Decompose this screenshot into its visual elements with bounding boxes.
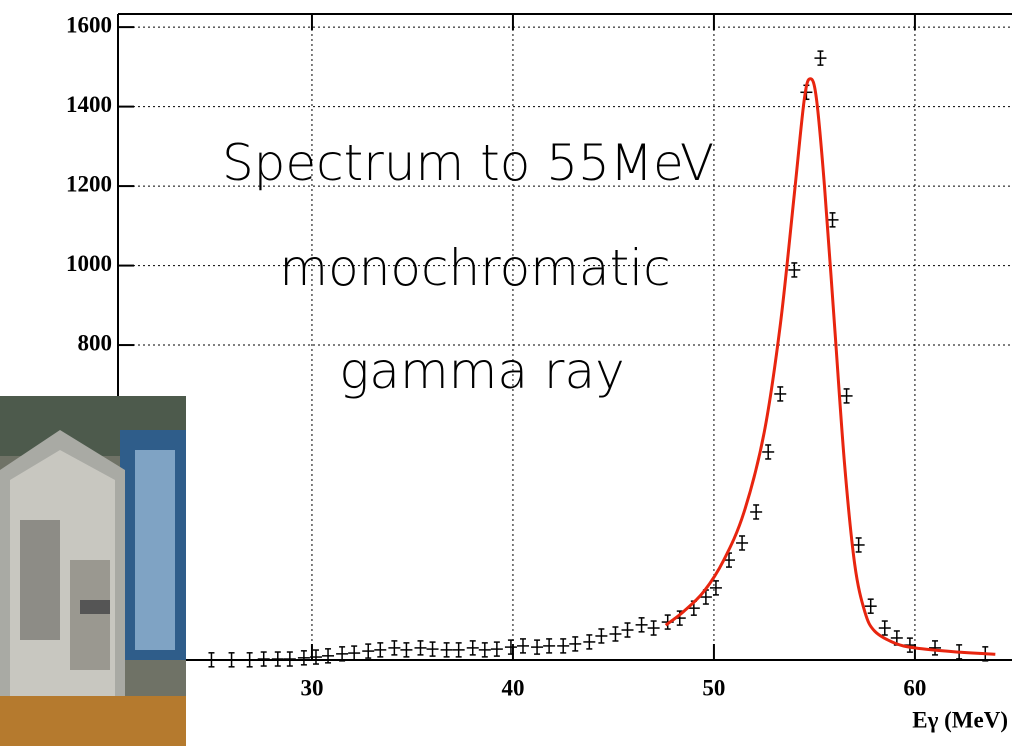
data-point [557,638,570,654]
data-point [414,640,427,656]
data-point [635,617,648,633]
data-point [426,641,439,657]
data-point [531,639,544,655]
data-point [750,504,763,520]
data-point [583,634,596,650]
data-point [348,645,361,661]
data-point [736,535,749,551]
fit-line [664,77,996,656]
data-point [452,642,465,658]
data-point [516,638,529,654]
data-point [826,212,839,228]
x-tick-label: 50 [702,675,725,700]
photo [0,396,186,746]
data-point [374,642,387,658]
data-point [621,622,634,638]
data-point [283,651,296,667]
x-tick-label: 40 [501,675,524,700]
y-tick-label: 1200 [66,171,112,196]
data-point [543,638,556,654]
data-point [297,650,310,666]
annotation: gamma ray [339,342,624,400]
data-point [569,636,582,652]
data-point [864,598,877,614]
data-point [490,641,503,657]
data-point [271,651,284,667]
data-point [362,643,375,659]
data-point [504,639,517,655]
data-point [466,640,479,656]
data-point [336,646,349,662]
data-point [609,626,622,642]
data-point [257,651,270,667]
data-point [774,386,787,402]
data-point [709,580,722,596]
y-tick-label: 1400 [66,92,112,117]
data-point [595,628,608,644]
data-point [440,642,453,658]
data-point [478,642,491,658]
data-point [788,262,801,278]
y-tick-label: 1000 [66,251,112,276]
data-point [647,620,660,636]
data-point [878,620,891,636]
x-tick-label: 30 [300,675,323,700]
y-tick-label: 1600 [66,12,112,37]
data-point [322,648,335,664]
data-point [309,649,322,665]
plot-area: 800 1000 1200 1400 1600 30 40 50 60 [66,12,1012,700]
data-point [762,444,775,460]
annotation: Spectrum to 55MeV [222,134,714,192]
data-point [852,537,865,553]
data-point [225,652,238,668]
data-point [400,642,413,658]
data-point [929,640,942,656]
data-point [243,652,256,668]
data-point [388,640,401,656]
annotation: monochromatic [279,239,670,297]
x-axis-label: Eγ (MeV) [912,707,1008,732]
data-point [840,388,853,404]
x-tick-label: 60 [903,675,926,700]
data-point [205,652,218,668]
data-point [814,50,827,66]
y-tick-label: 800 [78,330,113,355]
